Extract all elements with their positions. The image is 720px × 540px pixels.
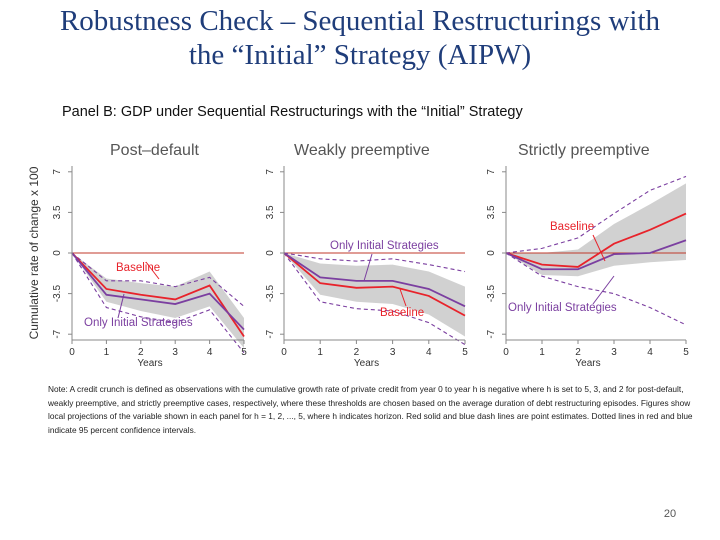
panel-2-y-tick-label: -3.5 [265,285,276,303]
panel-2-annotation-initial-strategies: Only Initial Strategies [330,240,439,252]
panel-1-annotation-initial-strategies: Only Initial Strategies [84,317,193,329]
panel-2-y-tick-label: -7 [265,329,276,338]
panel-1-ci-upper-line [71,252,245,307]
panel-3-annotation-baseline: Baseline [550,221,594,233]
panel-1-confidence-band [72,253,244,349]
panel-2-x-tick-label: 4 [426,347,432,358]
panel-1-baseline-line [71,252,245,338]
panel-2-ci-upper-line [283,252,466,273]
slide-title-line-2: the “Initial” Strategy (AIPW) [188,39,532,71]
figure-svg: Cumulative rate of change x 100 Post–defa… [27,142,689,369]
panel-3-y-tick-label: 3.5 [486,205,497,219]
panel-2-y-tick-label: 7 [265,169,276,175]
panel-2-annotation-pointer [363,253,373,282]
panel-2-y-tick-label: 0 [265,250,276,256]
panel-3-x-tick-label: 3 [611,347,617,358]
panel-2-x-axis-label: Years [354,358,379,369]
panel-1-y-tick-label: 7 [52,169,63,175]
panel-3-x-tick-label: 0 [503,347,509,358]
panel-2-x-tick-label: 5 [462,347,468,358]
panel-2-title: Weakly preemptive [294,142,430,159]
panel-1-annotation-pointer [145,261,160,280]
panel-2-initial-strategies-line [283,252,466,308]
panel-2-y-tick-label: 3.5 [265,205,276,219]
panel-1-x-tick-label: 5 [241,347,247,358]
panel-1-y-tick-label: 3.5 [52,205,63,219]
panel-2-x-tick-label: 1 [317,347,323,358]
panel-3-x-tick-label: 1 [539,347,545,358]
panel-3-title: Strictly preemptive [518,142,650,159]
panel-2-baseline-line [283,252,466,317]
panel-3-y-tick-label: 0 [486,250,497,256]
panel-3-initial-strategies-line [505,239,687,271]
panel-2-annotation-pointer [399,288,407,307]
panel-1-initial-strategies-line [71,252,245,331]
panel-2-x-tick-label: 2 [354,347,360,358]
panel-1-annotation-pointer [117,293,125,319]
figure-note: Note: A credit crunch is defined as obse… [48,384,693,435]
panel-3-x-tick-label: 5 [683,347,689,358]
panel-2-x-tick-label: 3 [390,347,396,358]
panel-3-y-tick-label: 7 [486,169,497,175]
panel-3-annotation-pointer [592,275,615,305]
y-axis-label: Cumulative rate of change x 100 [28,166,41,339]
panel-1-x-tick-label: 2 [138,347,144,358]
panel-3-x-tick-label: 4 [647,347,653,358]
panel-heading: Panel B: GDP under Sequential Restructur… [62,104,523,120]
panel-1-annotation-baseline: Baseline [116,262,160,274]
panel-1-y-tick-label: -7 [52,329,63,338]
panel-3-baseline-line [505,212,687,268]
panel-1-x-tick-label: 0 [69,347,75,358]
panel-3-y-tick-label: -3.5 [486,285,497,303]
panel-3-annotation-pointer [592,234,606,262]
panel-1-x-tick-label: 1 [104,347,110,358]
panel-1-y-tick-label: -3.5 [52,285,63,303]
panel-3-ci-upper-line [505,175,687,254]
panel-2-annotation-baseline: Baseline [380,307,424,319]
panel-3-x-axis-label: Years [575,358,600,369]
panel-3-annotation-initial-strategies: Only Initial Strategies [508,302,617,314]
panel-2-ci-lower-line [283,252,466,346]
panel-3-x-tick-label: 2 [575,347,581,358]
panel-1-y-tick-label: 0 [52,250,63,256]
panel-3-y-tick-label: -7 [486,329,497,338]
page-number: 20 [663,508,677,520]
panel-1-x-tick-label: 3 [172,347,178,358]
figure-panel-b: Cumulative rate of change x 100 Post–defa… [27,134,700,374]
slide-title: Robustness Check – Sequential Restructur… [0,4,720,72]
panel-1-x-axis-label: Years [137,358,162,369]
panel-3-ci-lower-line [505,252,687,326]
panel-1-title: Post–default [110,142,200,159]
panel-1-x-tick-label: 4 [207,347,213,358]
slide-title-line-1: Robustness Check – Sequential Restructur… [59,5,661,37]
panel-2-x-tick-label: 0 [281,347,287,358]
panel-2-confidence-band [284,253,465,337]
